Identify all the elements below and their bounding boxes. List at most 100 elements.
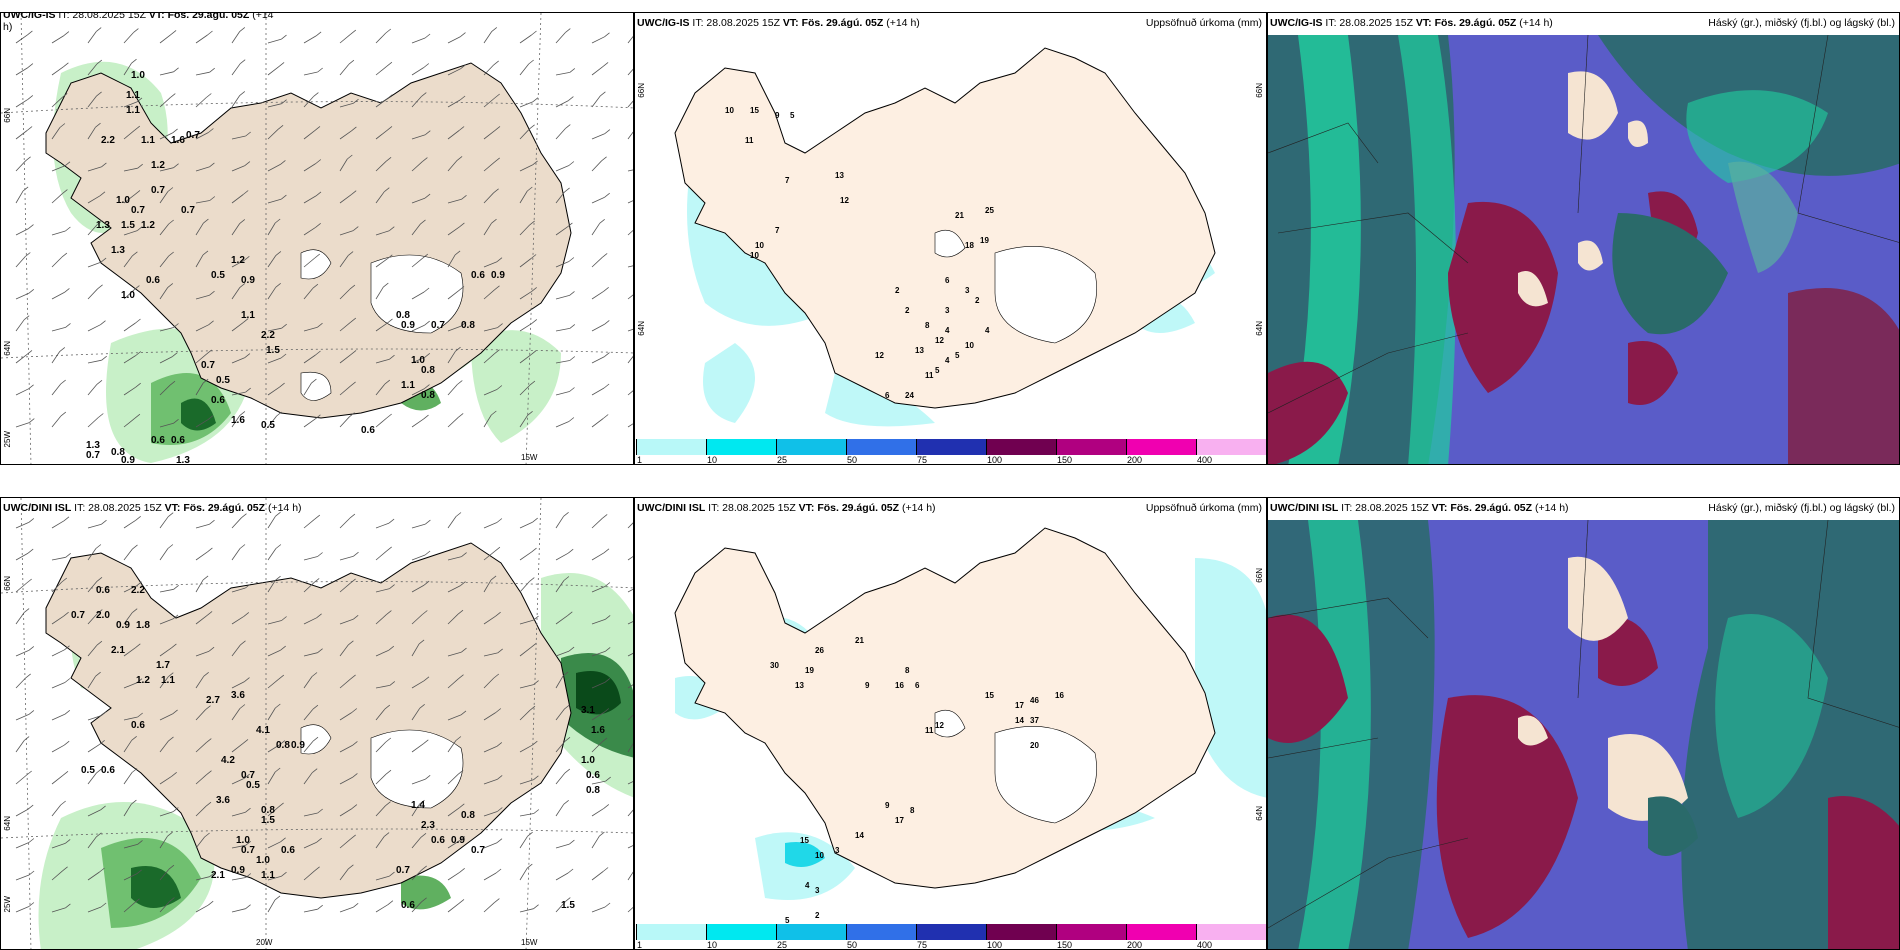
wind-barb-flag — [421, 865, 427, 871]
init-time: IT: 28.08.2025 15Z — [1341, 502, 1429, 514]
value-label: 0.5 — [216, 375, 230, 386]
wind-barb-flag — [242, 190, 249, 195]
wind-barb — [87, 126, 96, 140]
wind-barb-flag — [101, 355, 107, 361]
value-label: 0.8 — [111, 447, 125, 458]
wind-barb-flag — [527, 831, 533, 837]
wind-barb-flag — [568, 417, 575, 422]
wind-barb — [483, 161, 495, 172]
wind-barb — [555, 580, 565, 593]
wind-barb — [267, 357, 282, 364]
value-label: 15 — [750, 106, 759, 115]
value-label: 8 — [910, 806, 915, 815]
wind-barb — [591, 835, 600, 849]
panel-variable: Háský (gr.), miðský (fj.bl.) og lágský (… — [1708, 17, 1895, 29]
wind-barb-flag — [28, 646, 35, 651]
wind-barb — [51, 615, 64, 625]
panel-variable: Háský (gr.), miðský (fj.bl.) og lágský (… — [1708, 502, 1895, 514]
wind-barb-flag — [209, 519, 215, 525]
wind-barb-flag — [171, 771, 177, 777]
wind-barb — [339, 582, 351, 593]
wind-barb-flag — [173, 584, 179, 590]
wind-barb-flag — [563, 511, 569, 517]
wind-barb — [303, 163, 317, 172]
wind-barb-flag — [59, 347, 66, 352]
wind-barb-flag — [350, 578, 356, 584]
value-label: 2.1 — [111, 645, 125, 656]
wind-barb — [555, 650, 570, 657]
wind-barb-flag — [493, 673, 500, 679]
wind-barb — [15, 354, 28, 364]
wind-barb — [303, 195, 317, 204]
value-label: 30 — [770, 661, 779, 670]
wind-barb — [627, 229, 633, 236]
wind-barb-flag — [418, 639, 425, 645]
wind-barb-flag — [316, 613, 322, 619]
value-label: 12 — [875, 351, 884, 360]
wind-barb-flag — [564, 187, 570, 193]
wind-barb — [195, 353, 207, 364]
wind-barb — [15, 388, 29, 396]
wind-barb-flag — [424, 33, 431, 39]
value-label: 0.9 — [401, 320, 415, 331]
wind-barb — [555, 552, 569, 561]
wind-barb-flag — [63, 62, 69, 68]
wind-barb-flag — [424, 193, 431, 199]
wind-barb — [303, 676, 313, 689]
value-label: 18 — [965, 241, 974, 250]
colorbar-segment — [1196, 924, 1266, 940]
wind-barb — [555, 191, 565, 204]
panel-bottom-left-wind: 0.6 2.2 0.7 2.0 0.9 1.8 2.1 1.7 1.2 1.1 2.7 3.6 0.6 4… — [0, 497, 634, 950]
value-label: 0.9 — [491, 270, 505, 281]
wind-barb-flag — [562, 671, 569, 677]
wind-barb — [411, 778, 426, 785]
wind-barb — [15, 582, 27, 593]
wind-barb — [483, 389, 498, 396]
wind-barb-flag — [311, 672, 318, 677]
valid-time: VT: Fös. 29.ágú. 05Z — [148, 12, 250, 21]
wind-barb — [123, 647, 136, 657]
wind-barb-flag — [203, 671, 209, 677]
wind-barb-flag — [26, 770, 32, 776]
wind-barb-flag — [384, 704, 391, 710]
panel-bottom-right-clouds: UWC/DINI ISL IT: 28.08.2025 15Z VT: Fös.… — [1267, 497, 1900, 950]
wind-barb — [591, 741, 603, 753]
wind-barb-flag — [454, 250, 461, 256]
wind-barb-flag — [564, 768, 571, 774]
wind-barb — [519, 908, 534, 913]
value-label: 5 — [790, 111, 795, 120]
wind-barb — [375, 358, 390, 364]
wind-barb — [447, 585, 461, 593]
wind-barb — [231, 194, 244, 204]
wind-barb — [339, 838, 351, 849]
wind-barb — [231, 548, 241, 561]
wind-barb — [87, 166, 102, 172]
wind-barb-flag — [64, 161, 71, 167]
value-label: 2 — [905, 306, 910, 315]
wind-barb-flag — [209, 196, 216, 201]
value-label: 0.8 — [276, 740, 290, 751]
value-label: 8 — [925, 321, 930, 330]
lat-label-64: 64N — [3, 816, 12, 831]
wind-barb-flag — [208, 128, 214, 133]
wind-barb — [411, 134, 426, 140]
wind-barb — [195, 904, 209, 913]
wind-barb — [231, 844, 246, 849]
valid-time: VT: Fös. 29.ágú. 05Z — [782, 17, 884, 29]
wind-barb-flag — [281, 34, 287, 40]
wind-barb-flag — [599, 831, 605, 837]
wind-barb-flag — [96, 576, 103, 582]
wind-barb — [303, 740, 314, 753]
wind-barb — [411, 37, 426, 44]
value-label: 1.2 — [141, 220, 155, 231]
init-time: IT: 28.08.2025 15Z — [74, 502, 162, 514]
value-label: 2.2 — [261, 330, 275, 341]
wind-barb — [519, 521, 533, 529]
colorbar-segment — [916, 439, 986, 455]
wind-barb-flag — [239, 704, 246, 709]
value-label: 10 — [815, 851, 824, 860]
value-label: 0.7 — [201, 360, 215, 371]
wind-barb — [87, 548, 97, 561]
value-label: 1.6 — [591, 725, 605, 736]
wind-barb-flag — [317, 67, 323, 73]
